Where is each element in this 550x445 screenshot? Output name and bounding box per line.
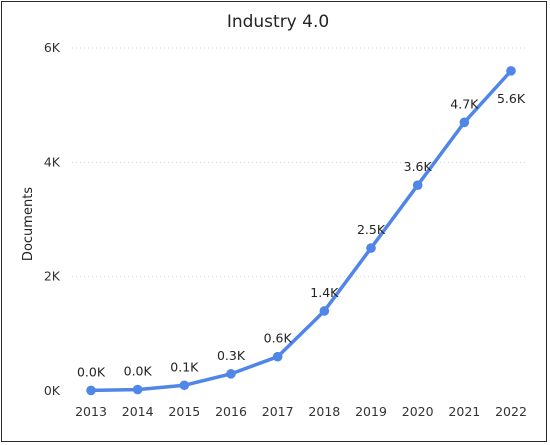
data-label: 5.6K [497, 91, 526, 106]
x-tick-label: 2019 [355, 404, 387, 419]
data-labels: 0.0K 0.0K 0.1K 0.3K 0.6K 1.4K 2.5K 3.6K 4.7K 5.6K [77, 91, 526, 380]
data-point[interactable] [132, 384, 143, 395]
data-point[interactable] [272, 351, 283, 362]
chart-title: Industry 4.0 [227, 12, 329, 32]
y-tick-label: 4K [44, 154, 61, 169]
x-tick-label: 2016 [215, 404, 247, 419]
x-tick-label: 2022 [495, 404, 527, 419]
data-point[interactable] [179, 380, 190, 391]
y-axis-title: Documents [21, 187, 36, 261]
data-point[interactable] [86, 385, 96, 396]
series-line-path [89, 69, 513, 393]
data-point[interactable] [319, 306, 330, 316]
data-label: 0.3K [217, 348, 246, 363]
data-point[interactable] [226, 369, 236, 379]
data-label: 3.6K [404, 159, 433, 174]
data-label: 0.6K [264, 331, 293, 346]
y-tick-label: 2K [44, 269, 61, 284]
series-points [86, 66, 516, 396]
x-tick-label: 2017 [262, 404, 294, 419]
x-tick-label: 2015 [168, 404, 200, 419]
x-tick-label: 2013 [75, 404, 107, 419]
x-axis-ticks: 2013 2014 2015 2016 2017 2018 2019 2020 2021 2022 [75, 404, 527, 419]
data-label: 1.4K [310, 285, 339, 300]
series-line [89, 69, 513, 393]
data-label: 2.5K [357, 222, 386, 237]
data-point[interactable] [412, 180, 423, 190]
data-label: 4.7K [450, 96, 479, 111]
gridlines [72, 47, 526, 278]
y-axis-ticks: 0K 2K 4K 6K [44, 40, 61, 398]
data-point[interactable] [506, 66, 516, 76]
x-tick-label: 2021 [448, 404, 480, 419]
x-tick-label: 2014 [122, 404, 154, 419]
data-point[interactable] [366, 243, 376, 253]
data-label: 0.0K [77, 364, 106, 379]
y-tick-label: 6K [44, 40, 61, 55]
data-point[interactable] [459, 117, 470, 128]
y-tick-label: 0K [44, 383, 61, 398]
x-tick-label: 2020 [402, 404, 434, 419]
data-label: 0.0K [124, 364, 153, 379]
data-label: 0.1K [170, 359, 199, 374]
x-tick-label: 2018 [308, 404, 340, 419]
